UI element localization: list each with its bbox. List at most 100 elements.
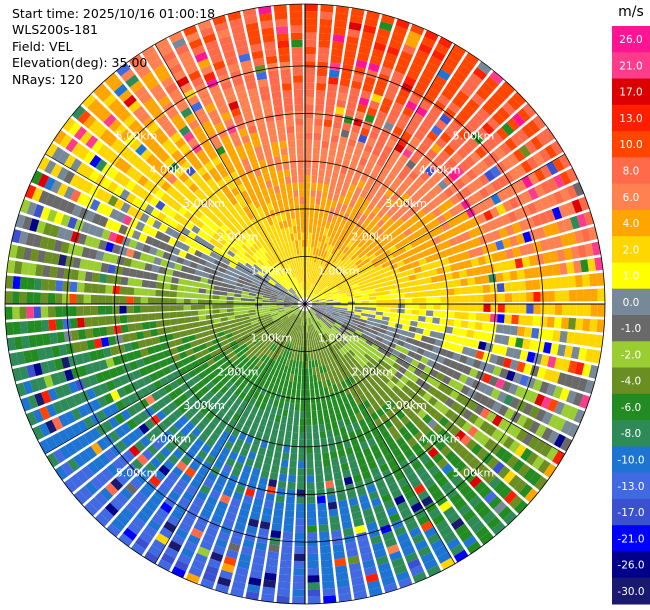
- velocity-gate: [266, 226, 273, 234]
- velocity-gate: [176, 344, 185, 353]
- velocity-gate: [138, 130, 151, 143]
- velocity-gate: [380, 324, 388, 330]
- velocity-gate: [466, 514, 481, 528]
- velocity-gate: [343, 221, 351, 230]
- velocity-gate: [115, 211, 126, 223]
- velocity-gate: [296, 496, 305, 504]
- velocity-gate: [172, 178, 183, 190]
- velocity-gate: [248, 312, 257, 316]
- velocity-gate: [360, 376, 368, 385]
- velocity-gate: [233, 221, 242, 230]
- velocity-gate: [425, 62, 439, 74]
- velocity-gate: [286, 320, 292, 327]
- velocity-gate: [290, 305, 298, 307]
- velocity-gate: [81, 376, 92, 389]
- velocity-gate: [234, 397, 243, 406]
- velocity-gate: [336, 99, 347, 108]
- velocity-gate: [340, 263, 348, 271]
- velocity-gate: [353, 354, 361, 362]
- velocity-gate: [64, 369, 74, 382]
- velocity-gate: [166, 197, 177, 208]
- velocity-gate: [234, 378, 243, 388]
- velocity-gate: [446, 157, 458, 169]
- velocity-gate: [285, 212, 291, 221]
- velocity-gate: [355, 141, 365, 151]
- velocity-gate: [290, 446, 298, 454]
- velocity-gate: [454, 460, 467, 473]
- velocity-gate: [332, 543, 345, 553]
- velocity-gate: [109, 444, 122, 457]
- velocity-gate: [240, 546, 253, 556]
- velocity-gate: [468, 286, 477, 294]
- velocity-gate: [410, 23, 425, 36]
- velocity-gate: [267, 341, 274, 349]
- velocity-gate: [198, 343, 208, 351]
- velocity-gate: [163, 459, 175, 471]
- velocity-gate: [137, 175, 149, 187]
- velocity-gate: [336, 150, 345, 159]
- velocity-gate: [267, 127, 277, 137]
- velocity-gate: [287, 140, 296, 148]
- velocity-gate: [122, 214, 133, 226]
- velocity-gate: [308, 225, 313, 233]
- velocity-gate: [259, 213, 267, 222]
- velocity-gate: [271, 326, 279, 333]
- velocity-gate: [534, 184, 546, 198]
- velocity-gate: [295, 360, 299, 368]
- velocity-gate: [511, 459, 525, 473]
- velocity-gate: [429, 268, 438, 277]
- velocity-gate: [319, 301, 327, 304]
- velocity-gate: [383, 308, 391, 313]
- velocity-gate: [305, 218, 309, 226]
- velocity-gate: [322, 133, 331, 142]
- velocity-gate: [409, 345, 419, 353]
- velocity-gate: [459, 465, 472, 478]
- velocity-gate: [189, 340, 199, 348]
- velocity-gate: [46, 452, 60, 468]
- velocity-gate: [317, 310, 325, 315]
- velocity-gate: [414, 431, 425, 442]
- velocity-gate: [355, 59, 368, 69]
- velocity-gate: [295, 309, 301, 315]
- velocity-gate: [167, 471, 179, 484]
- velocity-gate: [201, 416, 211, 427]
- velocity-gate: [322, 213, 329, 221]
- velocity-gate: [473, 461, 486, 475]
- velocity-gate: [202, 427, 213, 437]
- velocity-gate: [293, 89, 303, 98]
- velocity-gate: [356, 327, 364, 333]
- velocity-gate: [335, 485, 346, 495]
- velocity-gate: [244, 73, 256, 84]
- velocity-gate: [350, 253, 358, 261]
- velocity-gate: [242, 385, 251, 394]
- velocity-gate: [325, 244, 331, 252]
- velocity-gate: [382, 290, 391, 296]
- velocity-gate: [120, 276, 129, 286]
- velocity-gate: [316, 329, 322, 337]
- velocity-gate: [236, 406, 245, 416]
- velocity-gate: [163, 521, 177, 533]
- velocity-gate: [220, 224, 229, 233]
- velocity-gate: [279, 61, 291, 70]
- velocity-gate: [246, 584, 261, 594]
- velocity-gate: [245, 591, 260, 601]
- velocity-gate: [198, 315, 207, 321]
- velocity-gate: [345, 483, 355, 493]
- velocity-gate: [266, 318, 274, 324]
- velocity-gate: [153, 256, 162, 266]
- velocity-gate: [241, 425, 250, 435]
- velocity-gate: [396, 532, 410, 544]
- velocity-gate: [571, 346, 581, 360]
- velocity-gate: [396, 260, 405, 268]
- velocity-gate: [363, 399, 372, 409]
- velocity-gate: [116, 344, 126, 354]
- velocity-gate: [322, 315, 329, 321]
- velocity-gate: [406, 410, 417, 420]
- velocity-gate: [319, 205, 325, 213]
- velocity-gate: [377, 517, 390, 528]
- velocity-gate: [327, 83, 338, 92]
- velocity-gate: [321, 401, 328, 410]
- velocity-gate: [269, 240, 276, 249]
- velocity-gate: [385, 218, 395, 227]
- velocity-gate: [269, 323, 277, 330]
